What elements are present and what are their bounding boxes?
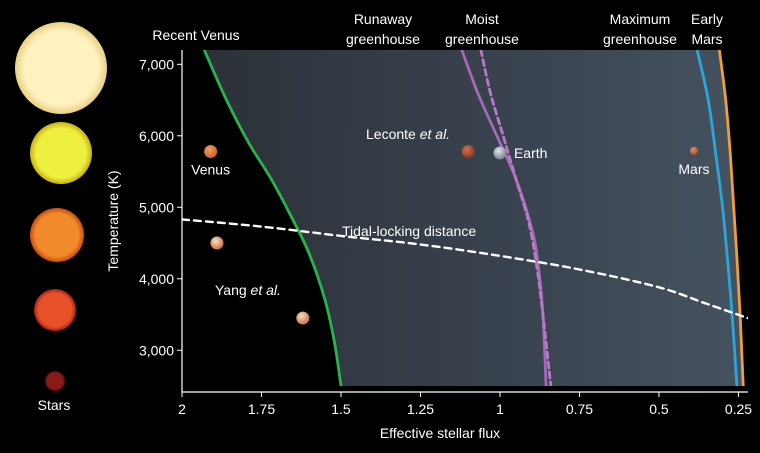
- star-orange: [30, 208, 84, 262]
- recent-venus-label: Recent Venus: [152, 27, 239, 43]
- yang-annotation: Yang et al.: [215, 282, 281, 298]
- planet-label-venus: Venus: [191, 162, 230, 178]
- yang-annotation-main: Yang: [215, 282, 251, 298]
- x-tick-label: 1.5: [331, 401, 351, 417]
- star-red-orange: [34, 289, 76, 331]
- star-dark-red: [45, 371, 65, 391]
- x-tick-label: 0.75: [566, 401, 593, 417]
- maximum-greenhouse-label-line1: Maximum: [610, 11, 671, 27]
- y-axis-label: Temperature (K): [105, 170, 121, 271]
- leconte-annotation-italic: et al.: [420, 126, 450, 142]
- y-ticks: 3,000 4,000 5,000 6,000 7,000: [139, 56, 182, 358]
- y-tick-label: 4,000: [139, 271, 174, 287]
- planet-mars: [689, 146, 698, 155]
- y-tick-label: 6,000: [139, 128, 174, 144]
- leconte-annotation-main: Leconte: [366, 126, 420, 142]
- maximum-greenhouse-line: [695, 50, 739, 386]
- planet-label-mars: Mars: [678, 161, 709, 177]
- moist-greenhouse-label-line2: greenhouse: [445, 31, 519, 47]
- x-axis-label: Effective stellar flux: [380, 425, 500, 441]
- habitable-zone-layer: [204, 50, 744, 386]
- runaway-greenhouse-label-line1: Runaway: [354, 11, 412, 27]
- tidal-locking-distance-line: [182, 218, 748, 320]
- runaway-greenhouse-label-line2: greenhouse: [346, 31, 420, 47]
- leconte-annotation: Leconte et al.: [366, 126, 450, 142]
- curve-annotations: Recent Venus Runaway greenhouse Moist gr…: [152, 11, 723, 298]
- moist-greenhouse-label-line1: Moist: [465, 11, 499, 27]
- x-tick-label: 0.5: [649, 401, 669, 417]
- planet-yang-planet-2: [296, 311, 310, 325]
- x-tick-label: 0.25: [725, 401, 752, 417]
- star-yellow: [30, 122, 92, 184]
- yang-annotation-italic: et al.: [251, 282, 281, 298]
- x-tick-label: 1.75: [248, 401, 275, 417]
- planets: Venus Earth Mars: [191, 145, 710, 325]
- stars-label: Stars: [38, 397, 71, 413]
- planet-venus: [204, 145, 218, 159]
- planet-yang-planet-1: [210, 236, 224, 250]
- y-tick-label: 3,000: [139, 342, 174, 358]
- planet-leconte: [461, 145, 475, 159]
- x-tick-label: 1.25: [407, 401, 434, 417]
- tidal-locking-label: Tidal-locking distance: [342, 223, 476, 239]
- stars-legend: [15, 22, 107, 391]
- planet-earth: [493, 146, 507, 160]
- x-tick-label: 1: [496, 401, 504, 417]
- y-tick-label: 5,000: [139, 199, 174, 215]
- planet-label-earth: Earth: [514, 145, 547, 161]
- x-tick-label: 2: [178, 401, 186, 417]
- star-white-large: [15, 22, 107, 114]
- boundary-lines-layer: [182, 50, 748, 386]
- y-tick-label: 7,000: [139, 56, 174, 72]
- maximum-greenhouse-label-line2: greenhouse: [603, 31, 677, 47]
- early-mars-label-line2: Mars: [691, 31, 722, 47]
- moist-greenhouse-line: [479, 50, 553, 386]
- axes: [181, 50, 748, 393]
- early-mars-label-line1: Early: [691, 11, 723, 27]
- recent-venus-line: [202, 50, 343, 386]
- x-ticks: 2 1.75 1.5 1.25 1 0.75 0.5 0.25: [178, 392, 752, 417]
- habitable-zone-band: [204, 50, 744, 386]
